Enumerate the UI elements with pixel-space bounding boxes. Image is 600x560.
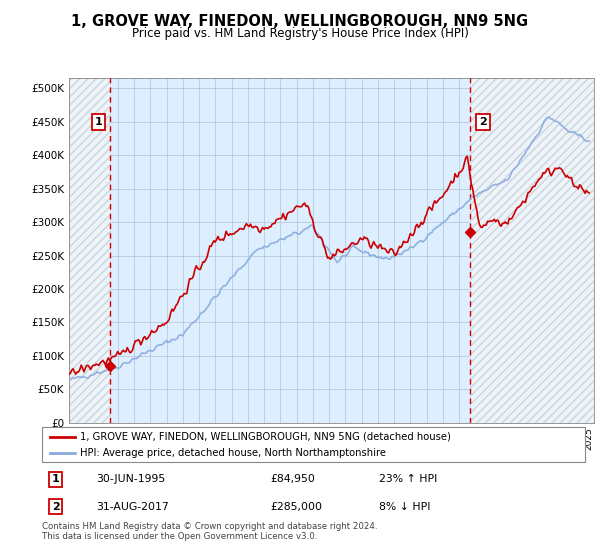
FancyBboxPatch shape xyxy=(42,427,585,462)
Text: 1, GROVE WAY, FINEDON, WELLINGBOROUGH, NN9 5NG: 1, GROVE WAY, FINEDON, WELLINGBOROUGH, N… xyxy=(71,14,529,29)
Text: 8% ↓ HPI: 8% ↓ HPI xyxy=(379,502,430,512)
Text: Price paid vs. HM Land Registry's House Price Index (HPI): Price paid vs. HM Land Registry's House … xyxy=(131,27,469,40)
Text: 31-AUG-2017: 31-AUG-2017 xyxy=(97,502,169,512)
Text: Contains HM Land Registry data © Crown copyright and database right 2024.
This d: Contains HM Land Registry data © Crown c… xyxy=(42,522,377,542)
Text: 30-JUN-1995: 30-JUN-1995 xyxy=(97,474,166,484)
Text: 1: 1 xyxy=(94,117,102,127)
Text: 23% ↑ HPI: 23% ↑ HPI xyxy=(379,474,437,484)
Text: 1: 1 xyxy=(52,474,59,484)
Text: HPI: Average price, detached house, North Northamptonshire: HPI: Average price, detached house, Nort… xyxy=(80,449,386,458)
Text: 1, GROVE WAY, FINEDON, WELLINGBOROUGH, NN9 5NG (detached house): 1, GROVE WAY, FINEDON, WELLINGBOROUGH, N… xyxy=(80,432,451,442)
Text: £285,000: £285,000 xyxy=(270,502,322,512)
Text: £84,950: £84,950 xyxy=(270,474,315,484)
Text: 2: 2 xyxy=(479,117,487,127)
Text: 2: 2 xyxy=(52,502,59,512)
